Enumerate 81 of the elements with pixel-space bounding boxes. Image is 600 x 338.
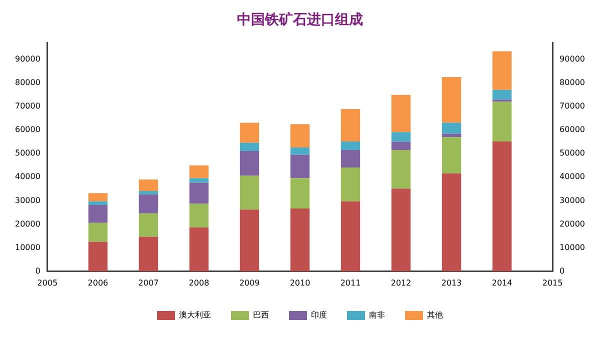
bar: [391, 188, 411, 272]
bar: [88, 242, 108, 272]
bar: [138, 213, 158, 237]
x-tick-label: 2006: [88, 278, 108, 288]
bar: [442, 76, 462, 123]
bar: [240, 176, 260, 210]
bar: [138, 191, 158, 194]
bar: [492, 90, 512, 100]
bar: [492, 51, 512, 90]
chart-title: 中国铁矿石进口组成: [237, 11, 363, 28]
bar: [138, 236, 158, 272]
y-tick-label: 10000: [14, 242, 40, 252]
y2-tick-label: 70000: [560, 102, 586, 111]
x-tick-label: 2014: [492, 278, 512, 288]
x-tick-label: 2005: [37, 278, 58, 288]
x-tick-label: 2008: [188, 278, 210, 288]
y2-tick-label: 30000: [560, 196, 586, 205]
bar: [88, 201, 108, 205]
x-tick-label: 2011: [340, 278, 361, 288]
legend-label: 南非: [369, 310, 385, 320]
bar: [88, 193, 108, 202]
x-tick-label: 2007: [138, 278, 159, 288]
y2-tick-label: 60000: [560, 125, 586, 134]
y2-tick-label: 0: [560, 266, 565, 276]
bar: [340, 150, 360, 168]
bar: [189, 227, 209, 272]
bar: [290, 208, 310, 272]
bar: [492, 142, 512, 272]
bar: [492, 102, 512, 142]
bar: [290, 124, 310, 148]
bar: [442, 137, 462, 174]
x-tick-label: 2015: [542, 278, 563, 288]
bar: [340, 201, 360, 272]
y-tick-label: 80000: [14, 78, 40, 87]
bar: [189, 165, 209, 178]
bar: [240, 210, 260, 272]
x-tick-label: 2012: [390, 278, 412, 288]
bar: [391, 94, 411, 132]
bar: [340, 109, 360, 142]
y-tick-label: 40000: [14, 172, 40, 182]
bar: [290, 147, 310, 155]
y-tick-label: 90000: [14, 54, 40, 64]
x-tick-label: 2010: [290, 278, 310, 288]
bar: [290, 178, 310, 208]
bar: [138, 194, 158, 214]
y2-tick-label: 90000: [560, 54, 586, 64]
legend-label: 其他: [427, 310, 443, 320]
y2-tick-label: 40000: [560, 172, 586, 182]
legend-label: 澳大利亚: [179, 310, 211, 320]
legend-label: 印度: [311, 310, 327, 320]
bar: [88, 222, 108, 242]
bar: [290, 154, 310, 178]
bar: [88, 204, 108, 223]
y-tick-label: 70000: [14, 102, 40, 111]
y-tick-label: 0: [35, 266, 40, 276]
x-tick-label: 2013: [441, 278, 462, 288]
y2-tick-label: 10000: [560, 242, 586, 252]
bar: [391, 132, 411, 142]
bar: [189, 204, 209, 228]
y-tick-label: 20000: [14, 219, 40, 228]
bar: [189, 178, 209, 183]
y2-tick-label: 50000: [560, 148, 586, 158]
y-tick-label: 50000: [14, 148, 40, 158]
y-tick-label: 60000: [14, 125, 40, 134]
bar: [391, 142, 411, 150]
bar: [138, 179, 158, 192]
y-tick-label: 30000: [14, 196, 40, 205]
x-tick-label: 2009: [239, 278, 260, 288]
bar: [442, 134, 462, 138]
bar: [240, 150, 260, 176]
bar: [340, 142, 360, 150]
bar: [189, 182, 209, 204]
bar: [240, 122, 260, 143]
y2-tick-label: 20000: [560, 219, 586, 228]
bar: [240, 142, 260, 151]
legend-label: 巴西: [253, 310, 269, 320]
y2-tick-label: 80000: [560, 78, 586, 87]
bar: [391, 150, 411, 189]
bar: [442, 122, 462, 134]
bar: [442, 173, 462, 272]
bar: [340, 167, 360, 202]
